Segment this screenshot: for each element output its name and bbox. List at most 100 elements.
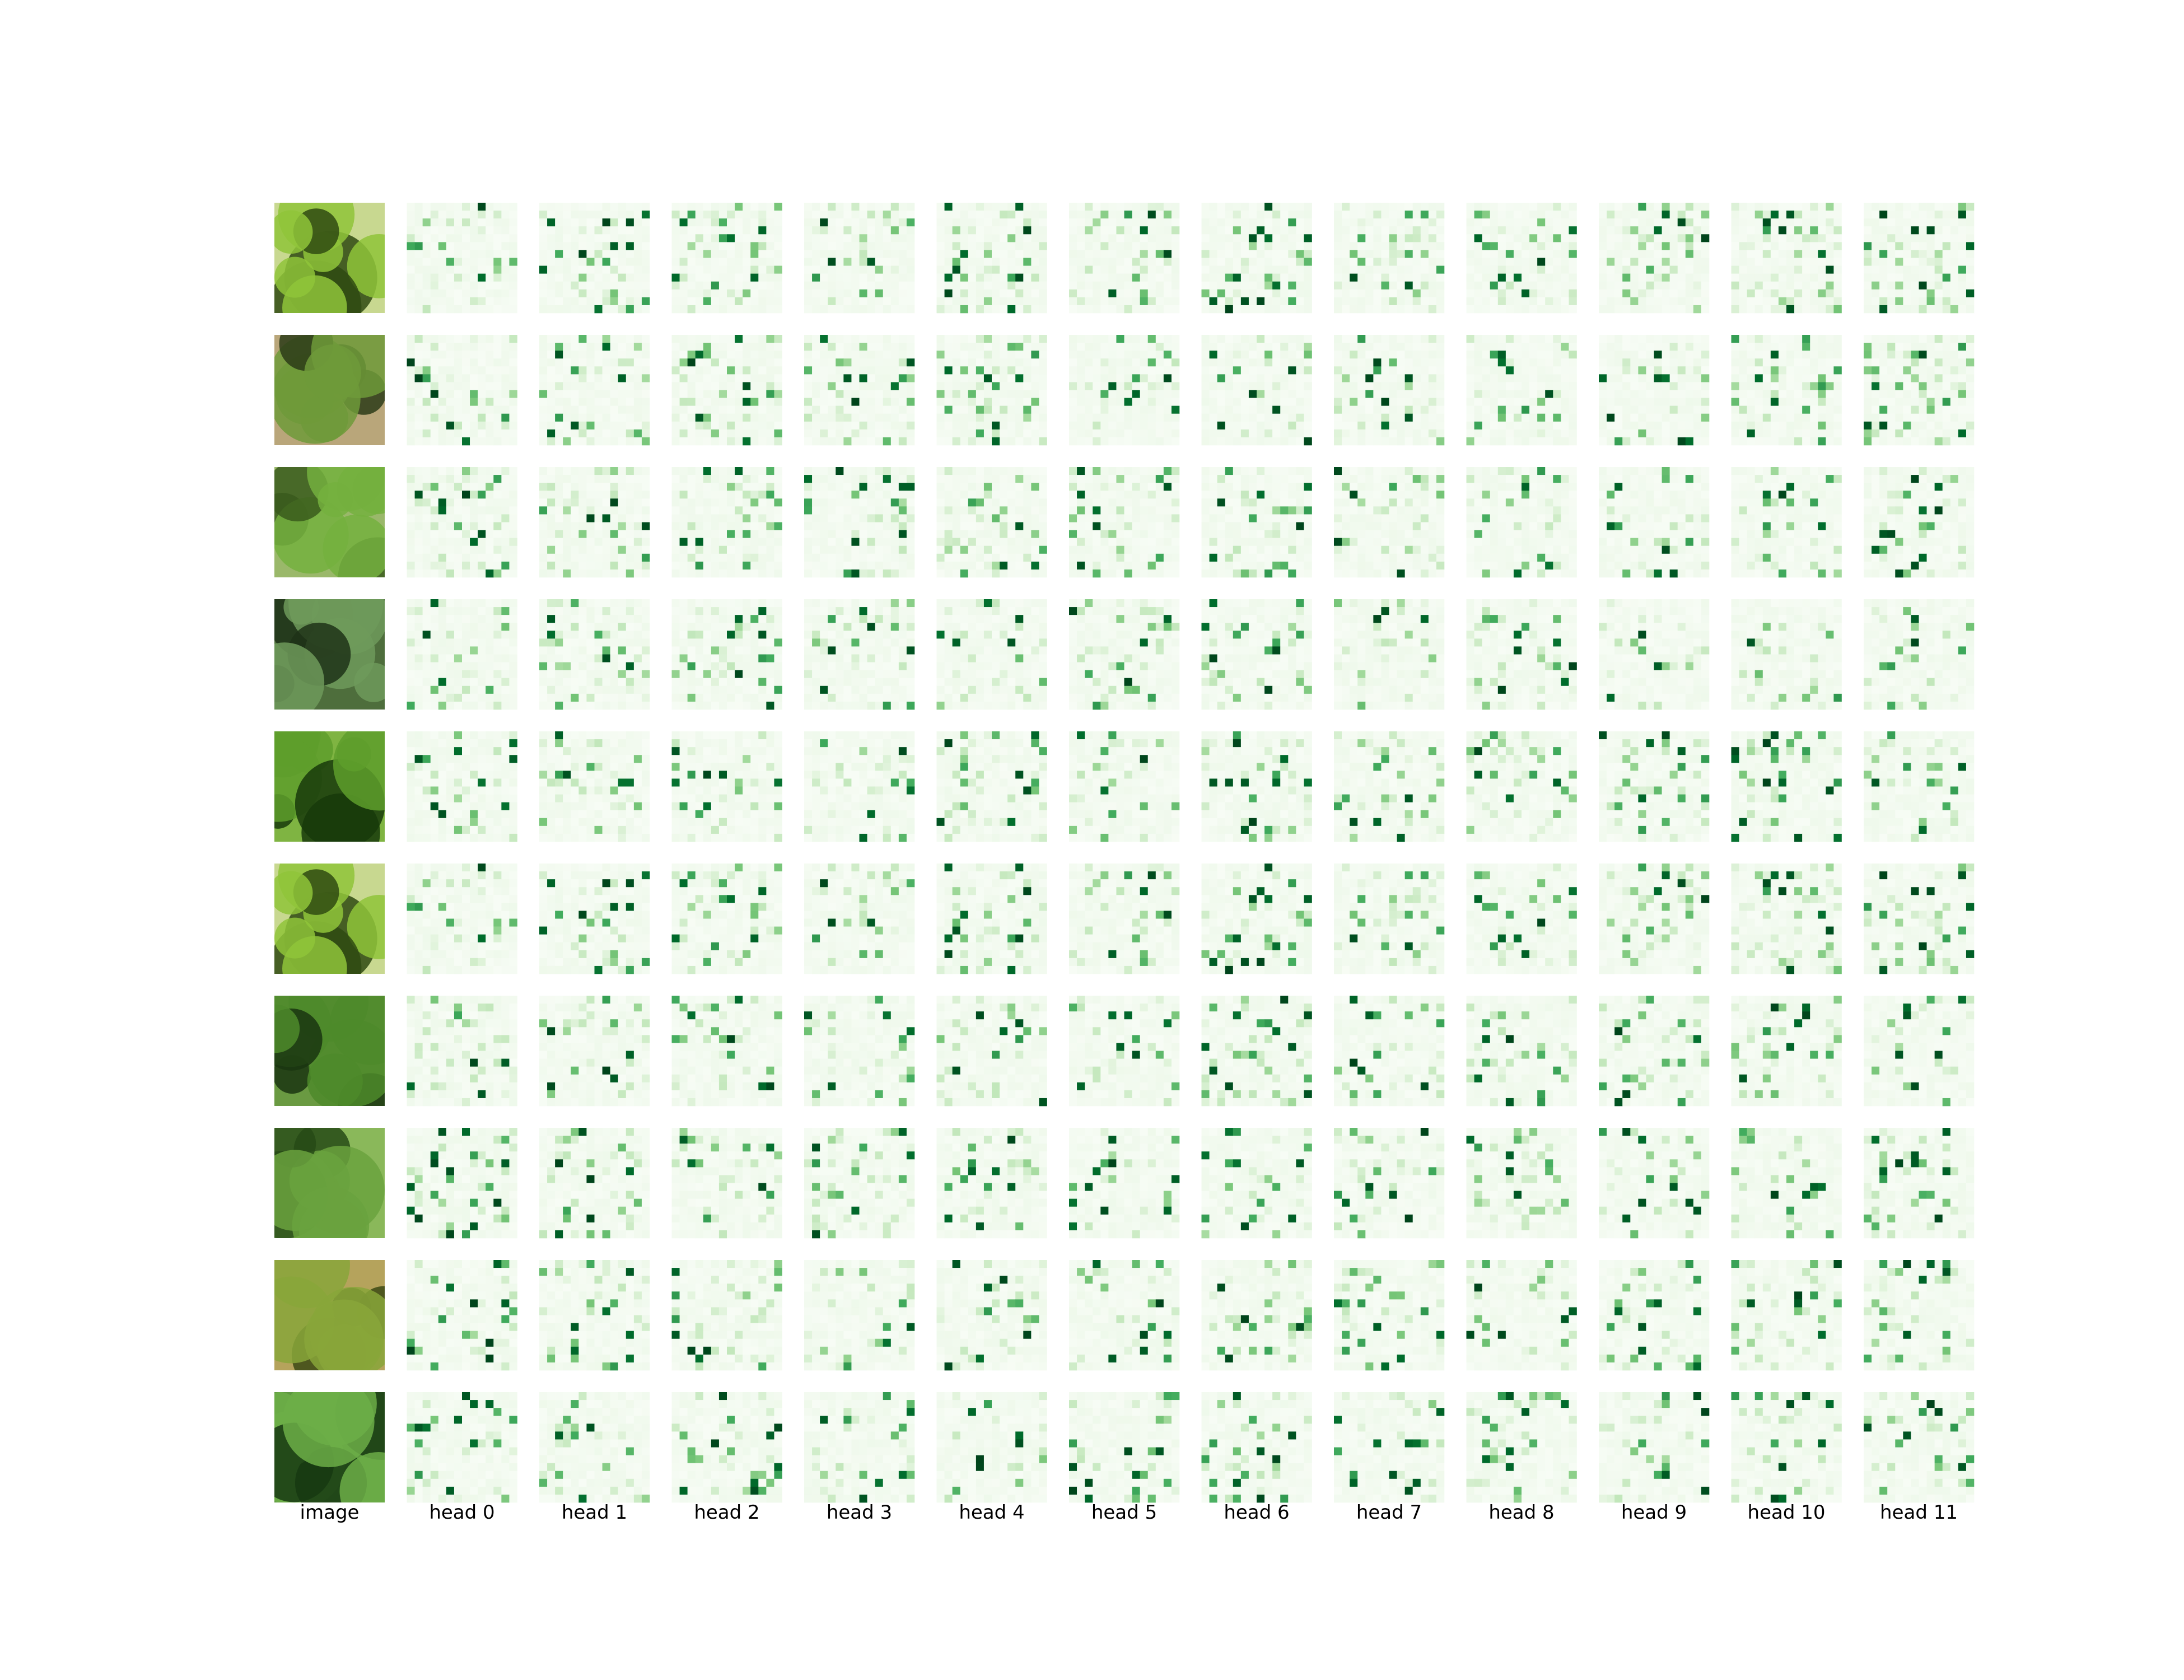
heatmap-cell: [1272, 374, 1281, 382]
heatmap-cell: [610, 366, 619, 375]
heatmap-cell: [1490, 335, 1499, 343]
heatmap-cell: [735, 413, 743, 422]
heatmap-cell: [960, 351, 969, 359]
heatmap-cell: [890, 211, 899, 219]
heatmap-cell: [976, 289, 984, 298]
heatmap-cell: [501, 358, 510, 367]
heatmap-cell: [774, 273, 782, 282]
heatmap-cell: [1155, 398, 1164, 406]
heatmap-cell: [547, 421, 556, 430]
heatmap-cell: [539, 305, 548, 314]
heatmap-cell: [1895, 258, 1903, 266]
heatmap-cell: [1007, 382, 1016, 390]
heatmap-cell: [641, 358, 650, 367]
heatmap-cell: [1731, 343, 1739, 351]
heatmap-cell: [1007, 335, 1016, 343]
heatmap-cell: [430, 211, 439, 219]
heatmap-cell: [1895, 390, 1903, 398]
heatmap-cell: [898, 258, 907, 266]
heatmap-cell: [890, 366, 899, 375]
heatmap-cell: [1864, 242, 1872, 250]
heatmap-cell: [743, 335, 751, 343]
heatmap-cell: [711, 250, 720, 258]
heatmap-cell: [414, 483, 423, 491]
heatmap-cell: [936, 374, 945, 382]
heatmap-cell: [633, 242, 642, 250]
heatmap-cell: [1482, 258, 1491, 266]
heatmap-cell: [1966, 234, 1975, 242]
heatmap-cell: [1701, 398, 1710, 406]
heatmap-cell: [711, 281, 720, 290]
heatmap-cell: [836, 398, 844, 406]
heatmap-cell: [1436, 234, 1445, 242]
heatmap-cell: [1296, 305, 1304, 314]
heatmap-cell: [1217, 250, 1226, 258]
heatmap-cell: [1895, 413, 1903, 422]
heatmap-cell: [1762, 211, 1771, 219]
heatmap-cell: [1389, 421, 1397, 430]
heatmap-cell: [1903, 273, 1911, 282]
heatmap-cell: [454, 398, 463, 406]
heatmap-cell: [1638, 343, 1646, 351]
heatmap-cell: [851, 335, 860, 343]
heatmap-cell: [695, 366, 704, 375]
heatmap-cell: [1762, 226, 1771, 235]
heatmap-cell: [1569, 335, 1577, 343]
heatmap-cell: [1529, 351, 1538, 359]
heatmap-cell: [422, 203, 431, 211]
heatmap-cell: [1919, 421, 1927, 430]
heatmap-cell: [462, 343, 470, 351]
heatmap-cell: [851, 413, 860, 422]
heatmap-cell: [1436, 429, 1445, 438]
heatmap-cell: [1497, 211, 1506, 219]
heatmap-cell: [454, 273, 463, 282]
heatmap-cell: [1810, 421, 1818, 430]
heatmap-cell: [602, 218, 610, 227]
heatmap-cell: [1350, 218, 1358, 227]
heatmap-cell: [1919, 273, 1927, 282]
heatmap-cell: [843, 366, 852, 375]
heatmap-cell: [1599, 258, 1607, 266]
heatmap-cell: [594, 351, 603, 359]
heatmap-cell: [1662, 273, 1670, 282]
heatmap-cell: [1754, 242, 1763, 250]
heatmap-cell: [1381, 273, 1389, 282]
heatmap-cell: [952, 437, 961, 446]
heatmap-cell: [1646, 203, 1654, 211]
heatmap-cell: [633, 250, 642, 258]
heatmap-cell: [1436, 390, 1445, 398]
heatmap-cell: [414, 475, 423, 483]
heatmap-cell: [1513, 281, 1522, 290]
heatmap-cell: [1428, 258, 1437, 266]
heatmap-cell: [478, 483, 486, 491]
heatmap-cell: [875, 421, 884, 430]
heatmap-cell: [766, 398, 774, 406]
heatmap-cell: [1622, 234, 1631, 242]
heatmap-cell: [462, 382, 470, 390]
heatmap-cell: [875, 226, 884, 235]
heatmap-cell: [470, 561, 478, 570]
heatmap-cell: [1240, 250, 1249, 258]
heatmap-cell: [610, 273, 619, 282]
heatmap-cell: [750, 250, 759, 258]
heatmap-cell: [1272, 234, 1281, 242]
heatmap-cell: [470, 203, 478, 211]
heatmap-cell: [1553, 374, 1561, 382]
heatmap-cell: [1942, 211, 1951, 219]
heatmap-cell: [1155, 421, 1164, 430]
heatmap-cell: [695, 351, 704, 359]
heatmap-cell: [1529, 211, 1538, 219]
heatmap-cell: [1669, 366, 1678, 375]
heatmap-cell: [983, 421, 992, 430]
heatmap-cell: [1497, 382, 1506, 390]
heatmap-cell: [976, 203, 984, 211]
heatmap-cell: [414, 545, 423, 554]
heatmap-cell: [470, 273, 478, 282]
heatmap-cell: [594, 305, 603, 314]
heatmap-cell: [462, 530, 470, 538]
heatmap-cell: [1677, 335, 1686, 343]
heatmap-cell: [1553, 358, 1561, 367]
heatmap-cell: [1147, 265, 1156, 274]
heatmap-cell: [1802, 343, 1810, 351]
heatmap-cell: [1225, 218, 1234, 227]
